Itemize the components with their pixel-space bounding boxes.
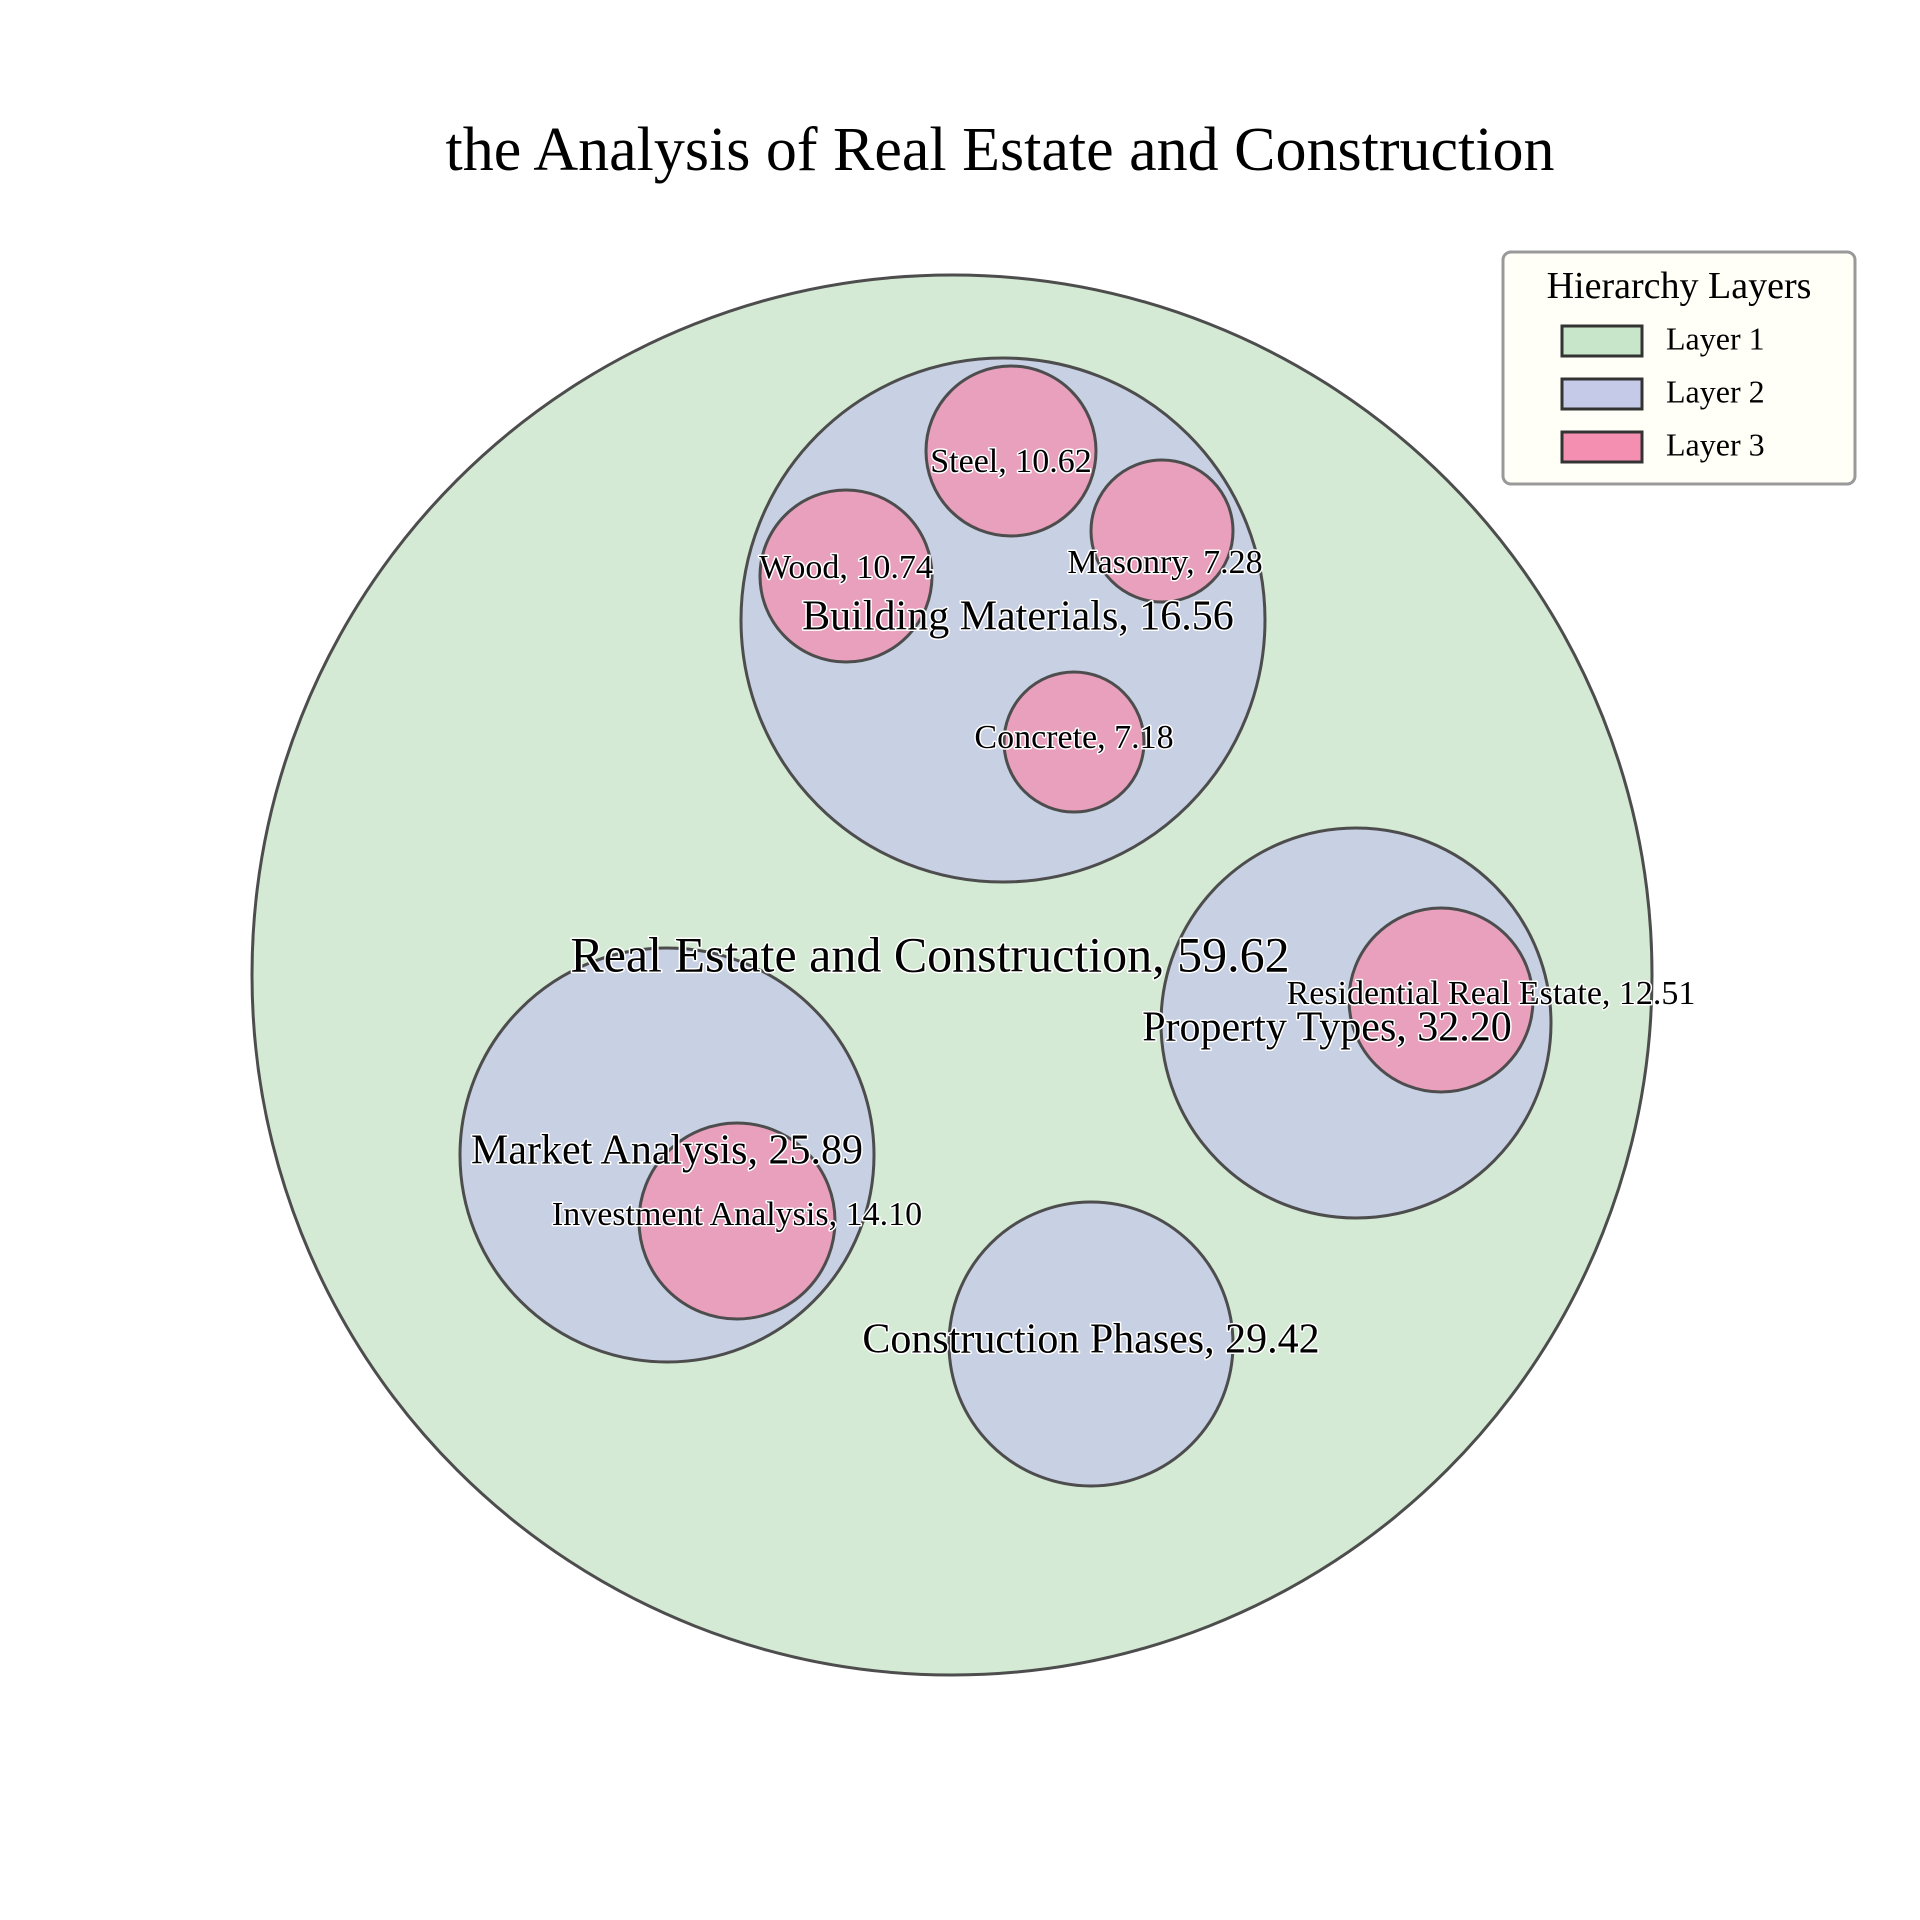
legend-items: Layer 1 Layer 2 Layer 3 xyxy=(1560,320,1765,464)
legend: Hierarchy Layers Layer 1 Layer 2 Layer 3 xyxy=(1501,250,1857,486)
label-concrete: Concrete, 7.18 xyxy=(974,719,1173,756)
label-bm: Building Materials, 16.56 xyxy=(802,594,1234,640)
label-cp: Construction Phases, 29.42 xyxy=(862,1317,1319,1363)
bubble-masonry xyxy=(1089,458,1235,604)
label-rre: Residential Real Estate, 12.51 xyxy=(1287,975,1696,1012)
bubble-ia xyxy=(637,1121,837,1321)
legend-label-layer-1: Layer 1 xyxy=(1666,320,1765,356)
bubble-concrete xyxy=(1002,670,1146,814)
label-root: Real Estate and Construction, 59.62 xyxy=(570,926,1289,982)
legend-title: Hierarchy Layers xyxy=(1547,265,1812,307)
bubble-wood xyxy=(758,488,934,664)
bubble-cp xyxy=(947,1200,1235,1488)
legend-swatch-layer-3 xyxy=(1560,430,1644,464)
label-wood: Wood, 10.74 xyxy=(759,549,933,586)
bubble-steel xyxy=(924,364,1098,538)
legend-box xyxy=(1501,250,1857,486)
chart-title: the Analysis of Real Estate and Construc… xyxy=(446,116,1555,184)
bubble-rre xyxy=(1347,906,1535,1094)
label-ia: Investment Analysis, 14.10 xyxy=(552,1196,922,1233)
legend-swatch-layer-2 xyxy=(1560,377,1644,411)
label-masonry: Masonry, 7.28 xyxy=(1067,544,1262,581)
circles-group xyxy=(250,273,1654,1677)
label-steel: Steel, 10.62 xyxy=(930,443,1091,480)
labels-group: Real Estate and Construction, 59.62 Build… xyxy=(470,441,1697,1364)
legend-swatch-layer-1 xyxy=(1560,324,1644,358)
legend-label-layer-3: Layer 3 xyxy=(1666,426,1765,462)
label-pt: Property Types, 32.20 xyxy=(1142,1005,1512,1051)
legend-label-layer-2: Layer 2 xyxy=(1666,373,1765,409)
label-ma: Market Analysis, 25.89 xyxy=(471,1128,863,1174)
